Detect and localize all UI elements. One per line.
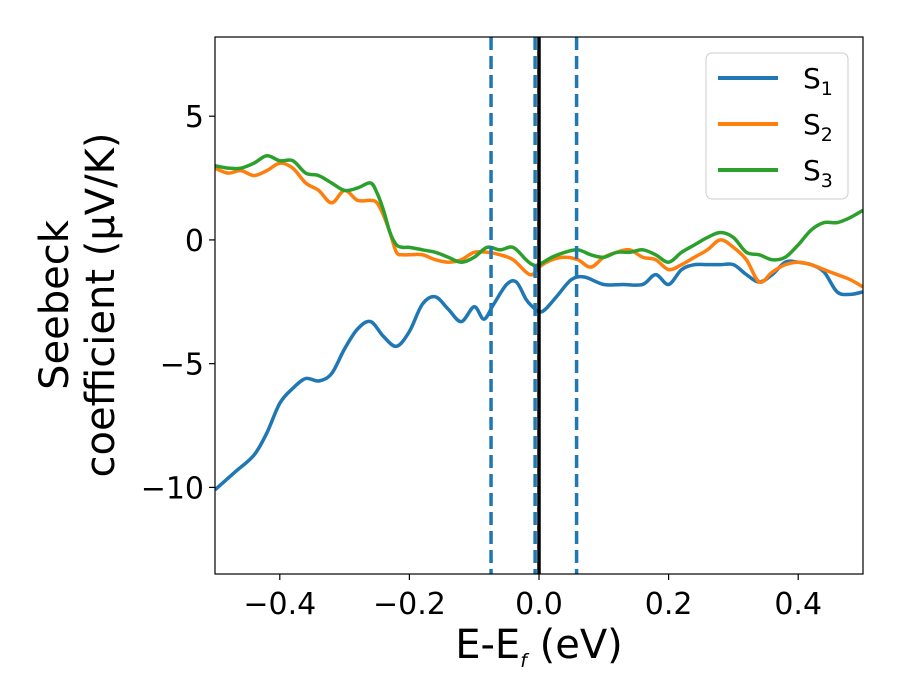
series-line-s2	[215, 161, 863, 289]
legend-label-s2: S2	[803, 108, 833, 146]
legend-label-s1: S1	[803, 62, 833, 100]
y-tick-label-0: 5	[185, 100, 204, 135]
x-tick-label-0: −0.4	[243, 587, 316, 622]
y-axis-label-line2: coefficient (μV/K)	[78, 133, 124, 478]
legend-label-s3: S3	[803, 154, 833, 192]
x-tick-label-2: 0.0	[515, 587, 563, 622]
x-tick-label-1: −0.2	[373, 587, 446, 622]
x-tick-label-4: 0.4	[774, 587, 822, 622]
x-axis-label: E-Ef (eV)	[455, 622, 623, 672]
x-tick-label-3: 0.2	[645, 587, 693, 622]
series-line-s1	[215, 259, 863, 492]
y-axis-label-line1: Seebeck	[32, 219, 78, 390]
legend: S1 S2 S3	[705, 52, 849, 200]
y-tick-label-1: 0	[185, 224, 204, 259]
y-tick-label-2: −5	[160, 348, 204, 383]
y-tick-label-3: −10	[141, 471, 204, 506]
series-line-s3	[215, 154, 863, 268]
